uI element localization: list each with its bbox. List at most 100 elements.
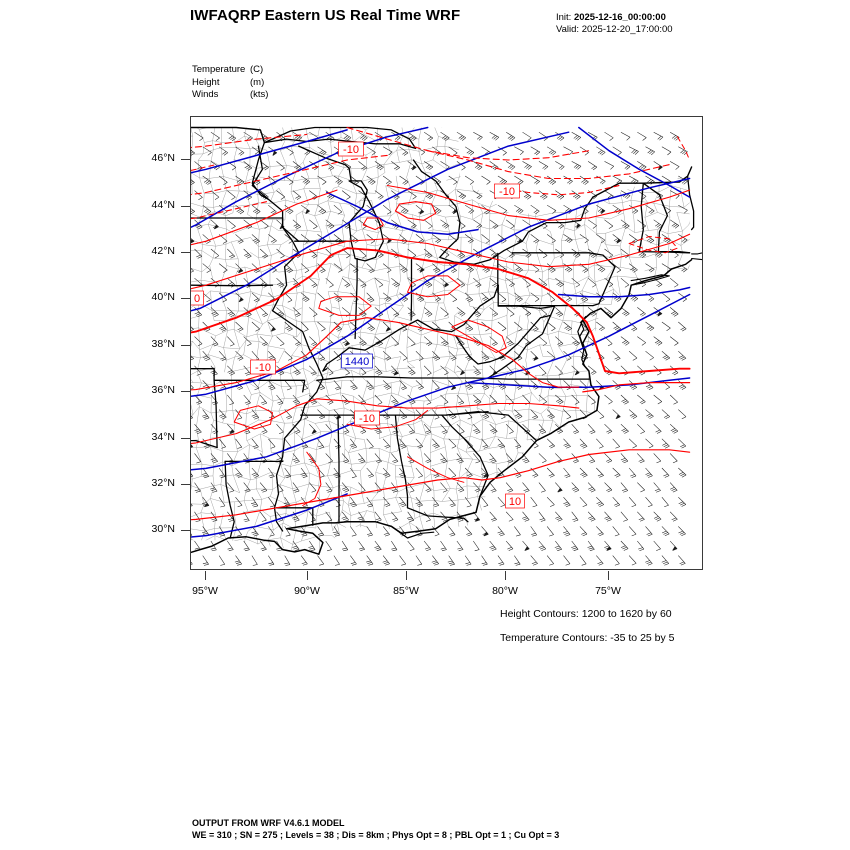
x-axis-tick-label: 85°W <box>393 585 419 597</box>
temp-5 <box>191 317 580 391</box>
y-axis-tick <box>181 345 190 346</box>
temp-il-loop <box>318 296 372 316</box>
init-time-row: Init: 2025-12-16_00:00:00 <box>556 12 726 24</box>
temp-10-se <box>191 449 691 521</box>
height-lake-lobe <box>326 191 479 235</box>
temp-lamich <box>362 217 384 231</box>
field-legend-unit: (kts) <box>250 89 269 101</box>
height-1200 <box>191 129 348 174</box>
height-1320 <box>191 131 570 312</box>
height-1380 <box>191 177 691 398</box>
x-axis-tick-label: 80°W <box>492 585 518 597</box>
y-axis-tick-label: 46°N <box>151 152 175 164</box>
valid-value: 2025-12-20_17:00:00 <box>581 24 673 35</box>
chesapeake-bay <box>577 315 587 367</box>
field-units-legend: Temperature (C) Height (m) Winds (kts) <box>192 64 268 102</box>
init-value: 2025-12-16_00:00:00 <box>573 12 666 23</box>
wind-barbs-layer <box>191 131 688 566</box>
contour-label-box <box>341 353 373 369</box>
al-ga-border <box>394 414 409 509</box>
x-axis-tick <box>205 571 206 580</box>
field-legend-unit: (m) <box>250 76 265 88</box>
x-axis-tick-label: 75°W <box>595 585 621 597</box>
height-contour-caption: Height Contours: 1200 to 1620 by 60 <box>500 608 672 620</box>
lake-michigan <box>348 180 384 262</box>
x-axis-tick <box>406 571 407 580</box>
vt-nh-me <box>642 182 691 254</box>
nh-me-border <box>686 175 695 231</box>
valid-label: Valid: <box>556 24 580 35</box>
contour-label-box <box>354 410 380 426</box>
county-borders-layer <box>191 127 690 555</box>
field-legend-row: Height (m) <box>192 77 268 90</box>
ms-al-border <box>337 416 340 524</box>
temp-m15-a <box>191 154 388 196</box>
cape-cod <box>691 252 702 261</box>
ny-nj-de <box>592 266 616 307</box>
contour-label-text: 10 <box>509 496 521 508</box>
temp-m20-a <box>191 133 308 149</box>
temp-mi-loop <box>394 201 437 221</box>
height-1500 <box>191 493 348 538</box>
contour-label-box <box>191 290 204 306</box>
canada-border-east <box>592 166 693 198</box>
field-legend-name: Temperature <box>192 64 246 75</box>
tx-ok-border <box>191 439 218 449</box>
contour-label-text: 0 <box>194 293 200 305</box>
temperature-contour-caption: Temperature Contours: -35 to 25 by 5 <box>500 632 675 644</box>
x-axis-tick <box>505 571 506 580</box>
wv-va-ridge <box>487 314 552 379</box>
florida-panhandle-coast <box>390 525 435 539</box>
temp-me-edge <box>677 136 691 161</box>
height-1620 <box>557 286 691 298</box>
x-axis-tick <box>307 571 308 580</box>
y-axis-tick <box>181 530 190 531</box>
ms-la-border <box>275 507 314 526</box>
map-frame: 1440 -10 -10 -10 -10 10 0 <box>190 116 703 570</box>
y-axis-tick-label: 36°N <box>151 384 175 396</box>
y-axis-tick <box>181 206 190 207</box>
temp-ga-arc <box>407 456 465 483</box>
temp-oh-loop <box>407 275 461 298</box>
temp-0-main <box>191 247 691 375</box>
temp-wv-arc <box>451 319 507 353</box>
height-upper-ne <box>578 126 691 198</box>
map-container: 1440 -10 -10 -10 -10 10 0 <box>190 116 703 570</box>
contour-label-box <box>494 183 520 199</box>
page-title: IWFAQRP Eastern US Real Time WRF <box>190 7 461 24</box>
temp-ar-loop <box>233 405 273 430</box>
y-axis-tick-label: 42°N <box>151 245 175 257</box>
temp-10-atl <box>582 382 691 393</box>
init-label: Init: <box>556 12 572 23</box>
x-axis-tick-label: 95°W <box>192 585 218 597</box>
temp-m10-a <box>191 189 338 246</box>
field-legend-name: Height <box>192 76 220 88</box>
wi-mn-ia <box>281 217 300 242</box>
contour-label-text: -10 <box>343 144 359 156</box>
pa-ny-border <box>511 252 616 268</box>
y-axis-tick <box>181 391 190 392</box>
model-run-info: Init: 2025-12-16_00:00:00 Valid: 2025-12… <box>556 12 726 36</box>
ok-ar-ks-mo <box>213 368 218 449</box>
ny-vt-border <box>638 182 644 253</box>
contour-label-text: -10 <box>359 413 375 425</box>
model-config-footer: OUTPUT FROM WRF V4.6.1 MODEL WE = 310 ; … <box>192 818 559 841</box>
temp-5b <box>191 398 580 445</box>
mississippi-river <box>251 145 324 532</box>
x-axis-tick-label: 90°W <box>294 585 320 597</box>
in-il-border <box>354 257 358 340</box>
mo-il-tn-ky <box>322 368 328 372</box>
contour-label-box <box>505 493 525 509</box>
y-axis-tick <box>181 252 190 253</box>
map-canvas: 1440 -10 -10 -10 -10 10 0 <box>191 126 702 566</box>
field-legend-name: Winds <box>192 89 219 101</box>
field-legend-row: Winds (kts) <box>192 89 268 102</box>
ga-fl-border <box>406 507 469 523</box>
temp-tn-arc <box>346 409 429 430</box>
valid-time-row: Valid: 2025-12-20_17:00:00 <box>556 24 726 36</box>
temp-m20-b <box>346 126 590 161</box>
nc-va-border <box>473 377 590 380</box>
temp-m15-b <box>427 150 670 180</box>
contour-label-text: 1440 <box>345 356 369 368</box>
height-1440 <box>191 293 691 471</box>
